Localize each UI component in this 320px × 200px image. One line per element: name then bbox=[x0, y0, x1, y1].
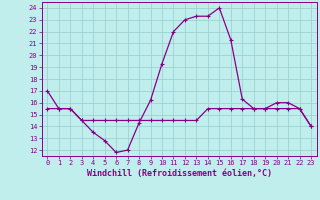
X-axis label: Windchill (Refroidissement éolien,°C): Windchill (Refroidissement éolien,°C) bbox=[87, 169, 272, 178]
